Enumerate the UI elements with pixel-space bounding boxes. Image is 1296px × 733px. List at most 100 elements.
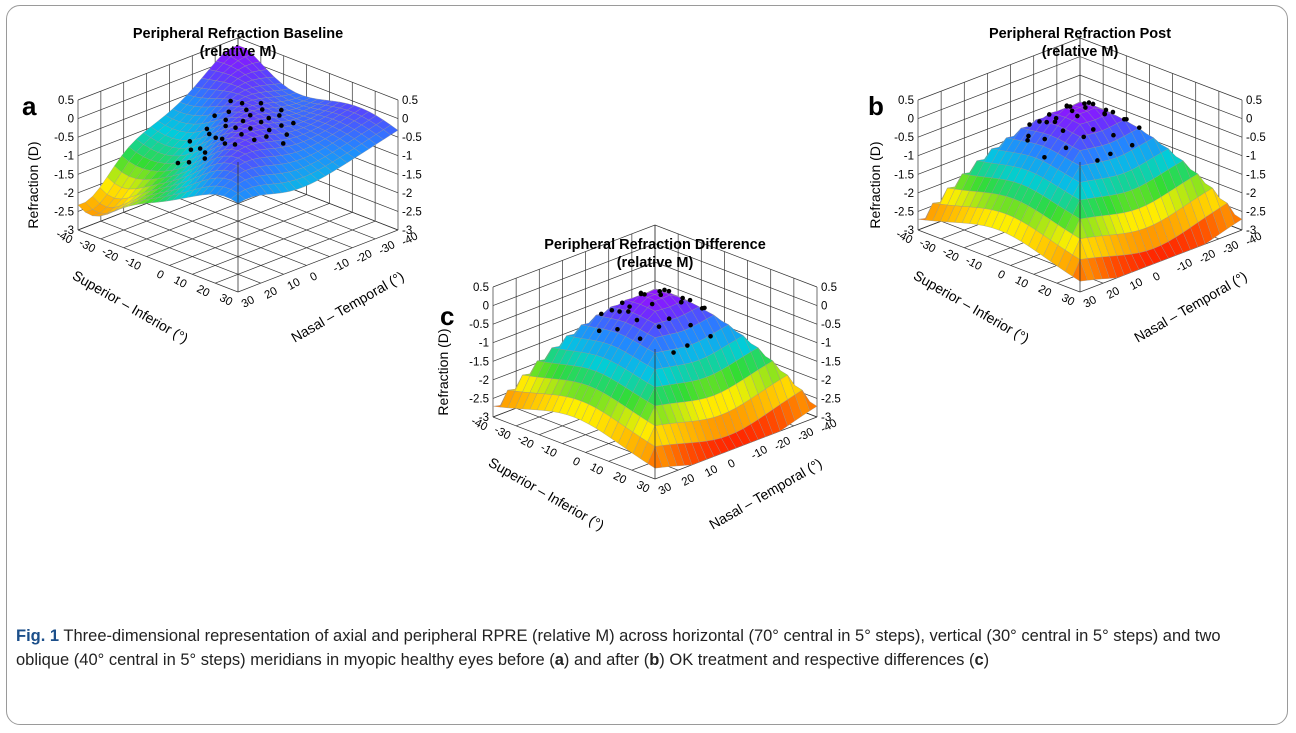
nt-axis-label: Nasal – Temporal (°) [1131,268,1249,346]
data-point [266,115,272,121]
z-tick-left: -2 [64,188,74,200]
data-point [1060,128,1066,133]
panel-letter: b [868,91,884,121]
nt-tick: -20 [354,248,374,266]
si-tick: -20 [940,246,960,264]
z-tick-right: -1 [821,338,831,350]
z-tick-right: -1 [1246,151,1256,163]
z-tick-left: -1 [479,338,489,350]
z-tick-right: -3 [821,412,831,424]
nt-tick: 10 [1128,276,1145,293]
nt-tick: 0 [1151,270,1162,284]
data-point [1090,101,1096,107]
data-point [688,322,693,328]
z-tick-right: -2 [821,375,831,387]
nt-tick: 10 [703,463,720,480]
z-tick-left: -0.5 [54,132,74,144]
data-point [699,306,705,311]
data-point [266,127,272,133]
data-point [615,326,620,332]
data-point [213,135,219,141]
z-tick-left: 0.5 [898,95,914,107]
si-axis-label: Superior – Inferior (°) [911,267,1032,346]
nt-tick: 20 [263,285,280,302]
z-tick-right: -2 [1246,188,1256,200]
data-point [1103,107,1109,113]
data-point [279,123,284,128]
z-tick-left: -1.5 [469,356,489,368]
data-point [658,292,664,298]
data-point [233,125,238,130]
data-point [685,343,690,348]
si-tick: -30 [77,237,97,255]
z-tick-left: -0.5 [894,132,914,144]
data-point [1064,104,1070,109]
nt-axis-label: Nasal – Temporal (°) [706,455,824,533]
data-point [239,100,245,106]
z-tick-left: -2 [479,375,489,387]
data-point [619,300,625,306]
panel-title: Peripheral Refraction Difference [544,237,766,253]
si-tick: -10 [122,255,142,273]
data-point [1025,138,1030,143]
data-points [596,287,713,355]
panel-difference: 0.5 0.5 0 0 -0.5 -0.5 -1 -1 -1.5 -1.5 -2 -2 -2.5 -2.5… [435,224,841,533]
caption-text-1: Three-dimensional representation of axia… [16,627,1221,669]
data-point [247,112,253,118]
panel-baseline: 0.5 0.5 0 0 -0.5 -0.5 -1 -1 -1.5 -1.5 -2 -2 -2.5 -2.5… [22,26,422,346]
data-point [175,160,181,166]
si-tick: -30 [492,424,512,442]
data-point [1129,142,1135,148]
data-point [251,137,257,143]
data-point [598,311,604,317]
z-axis-label: Refraction (D) [867,141,883,228]
data-point [642,292,647,297]
data-point [223,117,229,123]
data-point [206,131,212,137]
caption-text-4: ) [983,650,990,669]
data-point [280,141,286,146]
data-point [222,141,228,146]
data-point [666,288,672,294]
z-tick-right: 0.5 [821,282,837,294]
z-tick-right: -2 [402,188,412,200]
data-point [1136,125,1142,130]
z-tick-right: 0 [402,114,408,126]
z-tick-right: -2.5 [821,393,841,405]
si-axis-label: Superior – Inferior (°) [70,267,191,346]
z-tick-left: -2.5 [469,393,489,405]
data-point [1042,154,1047,160]
nt-axis-label: Nasal – Temporal (°) [288,268,406,346]
data-point [662,287,667,293]
data-point [239,132,244,137]
data-point [186,160,192,165]
z-tick-right: -0.5 [402,132,422,144]
z-tick-right: -1.5 [402,169,422,181]
data-point [1069,108,1075,114]
panel-subtitle: (relative M) [1042,44,1119,60]
panel-subtitle: (relative M) [617,255,694,271]
data-points [175,98,296,166]
data-point [248,126,253,131]
data-point [188,147,194,153]
z-tick-right: 0 [1246,114,1252,126]
data-point [1090,127,1096,132]
data-point [1082,101,1087,106]
z-tick-right: -0.5 [821,319,841,331]
z-tick-left: 0.5 [58,95,74,107]
data-point [634,317,640,323]
figure-caption: Fig. 1 Three-dimensional representation … [16,625,1278,672]
z-tick-right: -1.5 [1246,169,1266,181]
data-point [232,142,238,147]
z-tick-right: 0 [821,301,827,313]
surface-mesh [492,288,818,469]
data-point [649,301,655,307]
data-point [680,295,685,301]
si-tick: 20 [611,470,628,487]
data-point [617,309,622,314]
figure-label: Fig. 1 [16,627,60,645]
data-point [202,150,208,155]
nt-tick: -20 [772,435,792,453]
nt-tick: 30 [240,294,257,311]
si-tick: 30 [217,292,234,309]
